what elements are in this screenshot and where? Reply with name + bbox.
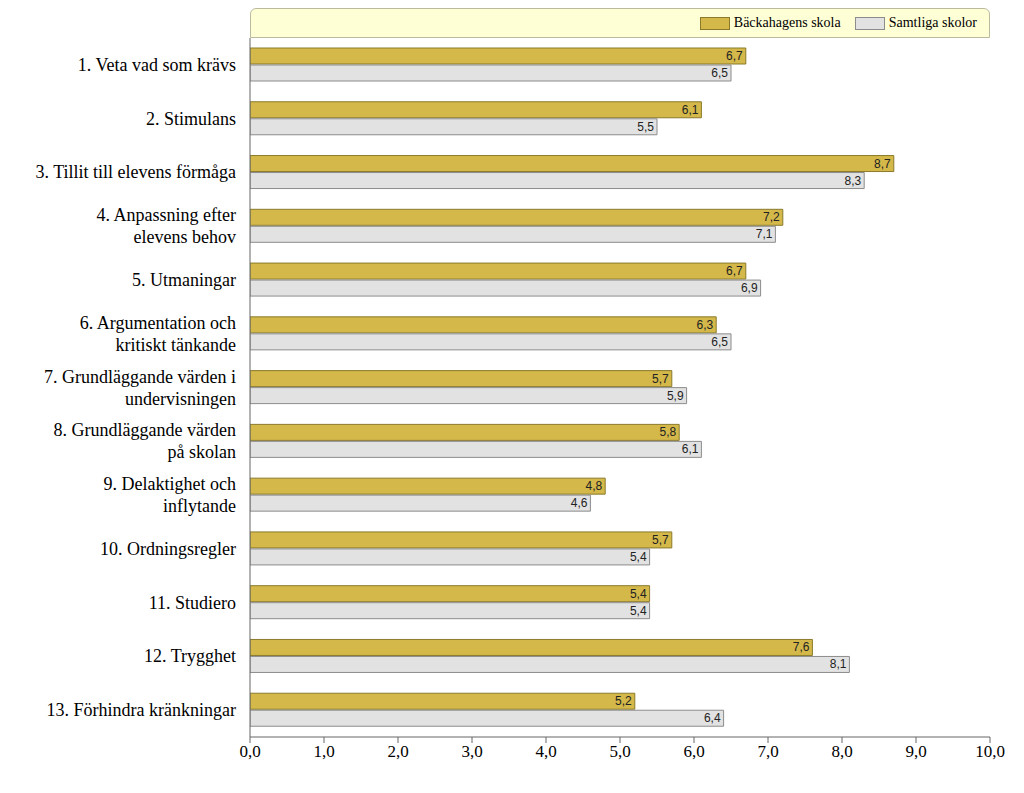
svg-text:7,0: 7,0: [757, 742, 778, 761]
svg-text:4,0: 4,0: [535, 742, 556, 761]
svg-text:5. Utmaningar: 5. Utmaningar: [132, 270, 236, 290]
svg-text:6,0: 6,0: [683, 742, 704, 761]
svg-text:7,1: 7,1: [756, 227, 773, 241]
svg-text:3,0: 3,0: [461, 742, 482, 761]
svg-text:1. Veta vad som krävs: 1. Veta vad som krävs: [78, 55, 236, 75]
svg-text:6,4: 6,4: [704, 711, 721, 725]
svg-text:7,6: 7,6: [793, 640, 810, 654]
svg-text:4,8: 4,8: [586, 479, 603, 493]
svg-text:6,5: 6,5: [711, 66, 728, 80]
svg-text:2. Stimulans: 2. Stimulans: [146, 109, 236, 129]
svg-text:5,8: 5,8: [660, 425, 677, 439]
svg-text:1,0: 1,0: [313, 742, 334, 761]
svg-text:5,4: 5,4: [630, 587, 647, 601]
svg-text:8,7: 8,7: [874, 157, 891, 171]
svg-text:8,0: 8,0: [831, 742, 852, 761]
svg-text:8,1: 8,1: [830, 657, 847, 671]
html-text:Bäckahagens skola: Bäckahagens skola: [733, 15, 841, 30]
svg-text:11. Studiero: 11. Studiero: [149, 593, 236, 613]
svg-text:5,0: 5,0: [609, 742, 630, 761]
svg-text:6,7: 6,7: [726, 49, 743, 63]
svg-text:6,1: 6,1: [682, 442, 699, 456]
svg-text:10,0: 10,0: [975, 742, 1005, 761]
svg-text:2,0: 2,0: [387, 742, 408, 761]
svg-text:7. Grundläggande värden iunder: 7. Grundläggande värden iundervisningen: [44, 367, 236, 409]
svg-text:9. Delaktighet ochinflytande: 9. Delaktighet ochinflytande: [104, 474, 236, 516]
svg-text:5,2: 5,2: [615, 694, 632, 708]
svg-text:5,7: 5,7: [652, 372, 669, 386]
svg-text:8. Grundläggande värdenpå skol: 8. Grundläggande värdenpå skolan: [54, 420, 236, 462]
svg-text:7,2: 7,2: [763, 210, 780, 224]
svg-text:6,1: 6,1: [682, 103, 699, 117]
svg-text:4,6: 4,6: [571, 496, 588, 510]
svg-text:9,0: 9,0: [905, 742, 926, 761]
svg-text:4. Anpassning efterelevens beh: 4. Anpassning efterelevens behov: [97, 205, 236, 247]
svg-text:5,4: 5,4: [630, 604, 647, 618]
svg-text:5,9: 5,9: [667, 389, 684, 403]
svg-text:12. Trygghet: 12. Trygghet: [144, 646, 236, 666]
svg-text:6,9: 6,9: [741, 281, 758, 295]
svg-text:6,3: 6,3: [697, 318, 714, 332]
svg-text:10. Ordningsregler: 10. Ordningsregler: [100, 539, 236, 559]
svg-text:5,4: 5,4: [630, 550, 647, 564]
svg-text:8,3: 8,3: [845, 174, 862, 188]
svg-text:5,5: 5,5: [637, 120, 654, 134]
svg-text:0,0: 0,0: [239, 742, 260, 761]
svg-text:6,5: 6,5: [711, 335, 728, 349]
svg-text:5,7: 5,7: [652, 533, 669, 547]
svg-text:6. Argumentation ochkritiskt t: 6. Argumentation ochkritiskt tänkande: [80, 313, 236, 355]
svg-text:6,7: 6,7: [726, 264, 743, 278]
html-text:Samtliga skolor: Samtliga skolor: [888, 15, 977, 30]
svg-text:13. Förhindra kränkningar: 13. Förhindra kränkningar: [47, 700, 236, 720]
svg-text:3. Tillit till elevens förmåga: 3. Tillit till elevens förmåga: [36, 162, 237, 182]
